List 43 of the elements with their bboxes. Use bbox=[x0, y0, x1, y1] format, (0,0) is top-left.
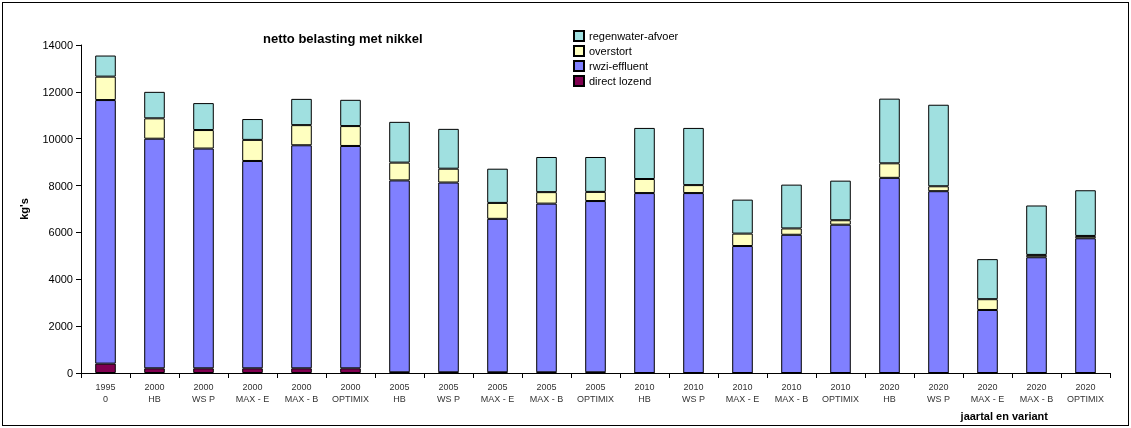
x-tick-label: 2005 MAX - E bbox=[480, 382, 515, 404]
legend-label: direct lozend bbox=[589, 75, 652, 87]
x-tick-label: 2000 MAX - E bbox=[235, 382, 270, 404]
x-tick-label: 2000 OPTIMIX bbox=[331, 382, 370, 404]
legend-label: regenwater-afvoer bbox=[589, 30, 679, 42]
y-tick-label: 2000 bbox=[48, 320, 73, 333]
y-tick-label: 14000 bbox=[42, 39, 73, 51]
x-tick-label: 2010 MAX - B bbox=[774, 382, 809, 404]
x-tick-label: 2020 MAX - B bbox=[1019, 382, 1054, 404]
y-tick-label: 0 bbox=[66, 367, 73, 379]
x-tick-label: 2000 HB bbox=[144, 382, 165, 404]
x-tick-label: 2020 MAX - E bbox=[970, 382, 1005, 404]
y-axis-title: kg's bbox=[17, 198, 30, 220]
x-tick-label: 2005 MAX - B bbox=[529, 382, 564, 404]
x-tick-label: 2010 MAX - E bbox=[725, 382, 760, 404]
x-tick-label: 1995 0 bbox=[95, 382, 116, 404]
x-tick-label: 2010 HB bbox=[634, 382, 655, 404]
bar bbox=[830, 224, 851, 373]
y-tick-label: 8000 bbox=[48, 179, 73, 192]
x-tick-label: 2020 WS P bbox=[926, 382, 951, 404]
legend-label: overstort bbox=[589, 45, 632, 57]
x-tick-label: 2005 HB bbox=[389, 382, 410, 404]
bar bbox=[1026, 257, 1047, 373]
x-tick-label: 2010 OPTIMIX bbox=[821, 382, 860, 404]
x-tick-label: 2020 HB bbox=[879, 382, 900, 404]
x-tick-label: 2010 WS P bbox=[681, 382, 706, 404]
bar bbox=[928, 104, 949, 187]
bar bbox=[1026, 205, 1047, 255]
x-tick-label: 2005 WS P bbox=[436, 382, 461, 404]
y-tick-label: 6000 bbox=[48, 226, 73, 239]
bar bbox=[1075, 190, 1096, 236]
legend-label: rwzi-effluent bbox=[589, 60, 649, 72]
x-tick-label: 2000 MAX - B bbox=[284, 382, 319, 404]
x-axis-title: jaartal en variant bbox=[959, 409, 1049, 422]
x-tick-label: 2020 OPTIMIX bbox=[1066, 382, 1105, 404]
y-tick-label: 4000 bbox=[48, 273, 73, 286]
y-tick-label: 12000 bbox=[42, 85, 73, 98]
x-tick-label: 2005 OPTIMIX bbox=[576, 382, 615, 404]
bar bbox=[830, 180, 851, 221]
x-tick-label: 2000 WS P bbox=[191, 382, 216, 404]
bar bbox=[1075, 238, 1096, 373]
y-tick-label: 10000 bbox=[42, 132, 73, 145]
chart-title: netto belasting met nikkel bbox=[263, 31, 423, 46]
